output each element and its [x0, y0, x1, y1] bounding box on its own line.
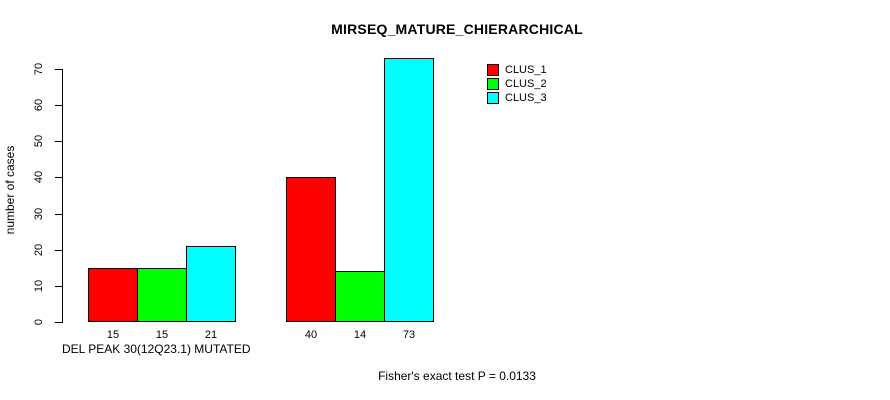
y-axis-title: number of cases: [3, 145, 17, 235]
y-tick-label: 40: [33, 170, 45, 184]
y-tick-mark: [55, 214, 63, 215]
y-tick-mark: [55, 141, 63, 142]
x-axis-label: DEL PEAK 30(12Q23.1) MUTATED: [62, 342, 251, 356]
bar-value-label: 40: [304, 329, 318, 341]
legend: CLUS_1 CLUS_2 CLUS_3: [487, 63, 547, 105]
y-tick-label: 0: [33, 318, 45, 326]
y-tick-label: 20: [33, 243, 45, 257]
bar-clus_3-group1: [186, 246, 236, 322]
bar-clus_3-group2: [384, 58, 434, 322]
y-tick-mark: [55, 286, 63, 287]
legend-swatch-icon: [487, 92, 499, 104]
chart-title: MIRSEQ_MATURE_CHIERARCHICAL: [331, 21, 583, 37]
bar-value-label: 15: [155, 329, 169, 341]
bar-value-label: 15: [106, 329, 120, 341]
y-tick-label: 10: [33, 279, 45, 293]
y-tick-mark: [55, 177, 63, 178]
legend-label: CLUS_3: [505, 92, 547, 104]
y-tick-mark: [55, 105, 63, 106]
legend-item-clus_3: CLUS_3: [487, 91, 547, 105]
y-tick-mark: [55, 250, 63, 251]
y-tick-label: 50: [33, 134, 45, 148]
legend-label: CLUS_2: [505, 78, 547, 90]
legend-swatch-icon: [487, 78, 499, 90]
bar-value-label: 21: [204, 329, 218, 341]
y-axis: [62, 69, 63, 323]
y-tick-mark: [55, 322, 63, 323]
legend-item-clus_1: CLUS_1: [487, 63, 547, 77]
y-tick-label: 70: [33, 62, 45, 76]
y-tick-label: 30: [33, 207, 45, 221]
legend-swatch-icon: [487, 64, 499, 76]
y-tick-label: 60: [33, 98, 45, 112]
bar-value-label: 14: [353, 329, 367, 341]
fisher-test-annotation: Fisher's exact test P = 0.0133: [378, 369, 536, 383]
bar-clus_2-group1: [137, 268, 187, 322]
bar-clus_2-group2: [335, 271, 385, 322]
legend-label: CLUS_1: [505, 64, 547, 76]
y-tick-mark: [55, 69, 63, 70]
bar-clus_1-group1: [88, 268, 138, 322]
legend-item-clus_2: CLUS_2: [487, 77, 547, 91]
bar-clus_1-group2: [286, 177, 336, 322]
bar-value-label: 73: [402, 329, 416, 341]
